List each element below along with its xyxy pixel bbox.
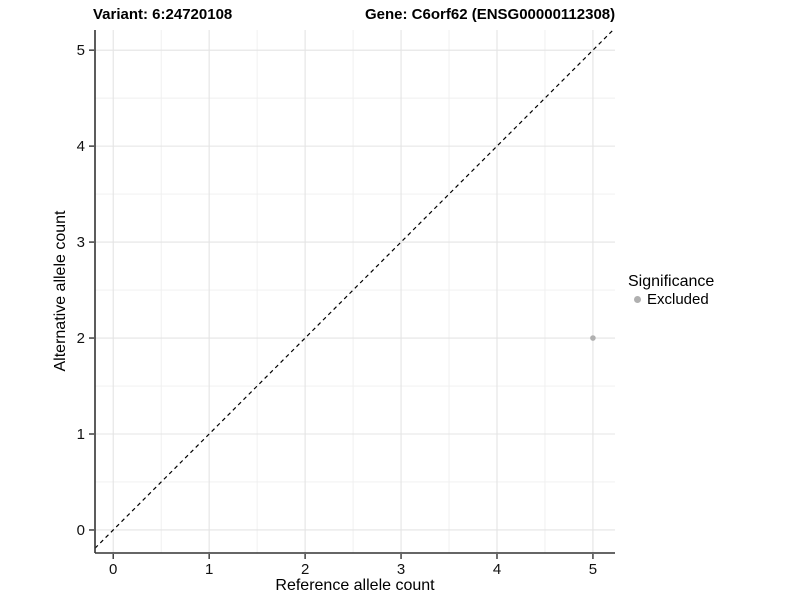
y-tick-label: 4 <box>77 138 85 155</box>
y-tick-label: 2 <box>77 330 85 347</box>
data-point-excluded <box>590 335 596 341</box>
excluded-point-swatch <box>634 296 641 303</box>
legend: Significance Excluded <box>628 273 714 308</box>
y-tick-label: 0 <box>77 522 85 539</box>
x-axis-title: Reference allele count <box>275 577 435 594</box>
x-tick-label: 0 <box>109 561 117 578</box>
x-tick-label: 2 <box>301 561 309 578</box>
variant-title: Variant: 6:24720108 <box>93 6 233 23</box>
identity-dashed-line <box>94 29 614 549</box>
y-tick-label: 5 <box>77 42 85 59</box>
x-tick-label: 4 <box>493 561 501 578</box>
legend-item-excluded: Excluded <box>628 291 714 308</box>
y-axis-title: Alternative allele count <box>52 210 69 372</box>
y-tick-label: 1 <box>77 426 85 443</box>
gene-title: Gene: C6orf62 (ENSG00000112308) <box>365 6 616 23</box>
x-tick-label: 5 <box>589 561 597 578</box>
x-tick-label: 1 <box>205 561 213 578</box>
x-tick-label: 3 <box>397 561 405 578</box>
legend-title: Significance <box>628 273 715 290</box>
y-tick-label: 3 <box>77 234 85 251</box>
legend-item-label: Excluded <box>647 291 709 308</box>
